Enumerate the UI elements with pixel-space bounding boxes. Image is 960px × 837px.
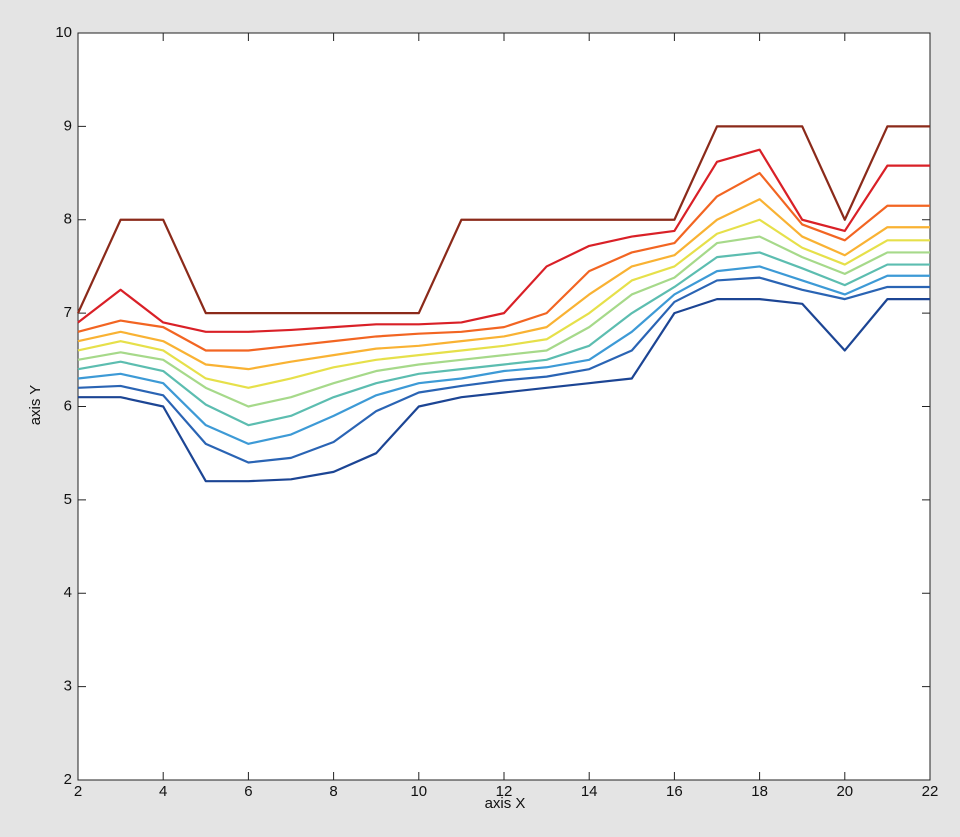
x-tick-label: 4 bbox=[159, 783, 167, 800]
plot-area bbox=[77, 32, 931, 781]
y-tick-label: 4 bbox=[64, 584, 72, 601]
x-axis-label: axis X bbox=[485, 795, 526, 812]
x-tick-label: 20 bbox=[836, 783, 853, 800]
x-tick-label: 14 bbox=[581, 783, 598, 800]
x-tick-label: 10 bbox=[410, 783, 427, 800]
y-tick-label: 10 bbox=[55, 24, 72, 41]
series-line bbox=[77, 171, 930, 352]
y-tick-label: 2 bbox=[64, 771, 72, 788]
y-tick-label: 3 bbox=[64, 678, 72, 695]
series-line bbox=[78, 298, 930, 483]
x-tick-label: 16 bbox=[666, 783, 683, 800]
series-line bbox=[77, 148, 930, 333]
series-line bbox=[77, 235, 930, 408]
y-tick-label: 5 bbox=[64, 491, 72, 508]
y-tick-label: 7 bbox=[64, 304, 72, 321]
series-line bbox=[77, 276, 930, 464]
x-tick-label: 18 bbox=[751, 783, 768, 800]
x-tick-label: 8 bbox=[329, 783, 337, 800]
series-line bbox=[77, 218, 930, 389]
series-line bbox=[77, 251, 930, 427]
y-tick-label: 8 bbox=[64, 211, 72, 228]
y-axis-label: axis Y bbox=[27, 385, 44, 426]
y-tick-label: 9 bbox=[64, 117, 72, 134]
series-line bbox=[76, 125, 930, 315]
x-tick-label: 2 bbox=[74, 783, 82, 800]
x-tick-label: 12 bbox=[496, 783, 513, 800]
series-line bbox=[77, 265, 930, 445]
y-tick-label: 6 bbox=[64, 397, 72, 414]
series-line bbox=[77, 198, 930, 371]
x-tick-label: 22 bbox=[922, 783, 939, 800]
x-tick-label: 6 bbox=[244, 783, 252, 800]
